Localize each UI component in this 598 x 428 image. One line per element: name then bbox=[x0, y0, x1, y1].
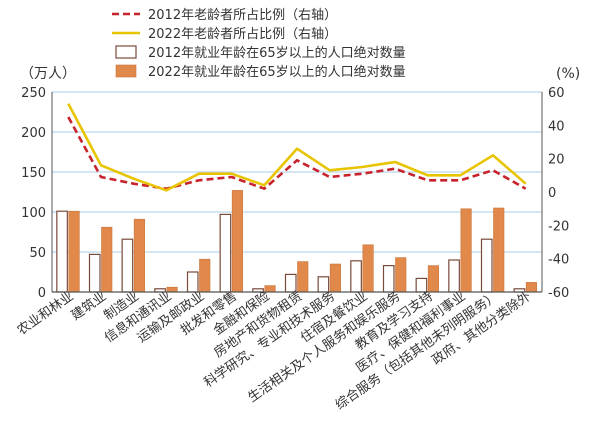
left-axis-unit: （万人） bbox=[20, 66, 76, 82]
legend-label: 2012年老龄者所占比例（右轴） bbox=[148, 8, 337, 23]
bar-2012 bbox=[284, 273, 297, 293]
legend-swatch bbox=[115, 64, 137, 78]
right-tick-label: -20 bbox=[548, 219, 569, 234]
lines bbox=[67, 103, 527, 192]
bar-2022 bbox=[166, 286, 178, 293]
bar-2012 bbox=[121, 238, 134, 293]
legend-swatch bbox=[115, 45, 137, 59]
bar-2022 bbox=[362, 244, 374, 293]
gridlines bbox=[52, 91, 542, 253]
bar-2022 bbox=[101, 226, 113, 293]
bar-2012 bbox=[448, 259, 460, 293]
bar-2022 bbox=[68, 210, 80, 293]
right-tick-label: 0 bbox=[548, 186, 556, 201]
legend-label: 2022年就业年龄在65岁以上的人口绝对数量 bbox=[148, 64, 406, 80]
right-tick-label: 60 bbox=[548, 86, 565, 101]
left-tick-label: 200 bbox=[21, 126, 46, 141]
line-2012-ratio bbox=[67, 116, 527, 190]
left-tick-label: 150 bbox=[21, 166, 46, 181]
right-tick-label: 40 bbox=[548, 119, 565, 134]
left-tick-label: 50 bbox=[29, 246, 46, 261]
left-tick-label: 0 bbox=[38, 286, 46, 301]
line-2022-ratio bbox=[67, 103, 527, 192]
left-tick-label: 100 bbox=[21, 206, 46, 221]
bar-2012 bbox=[382, 265, 395, 293]
bar-2012 bbox=[480, 238, 493, 293]
bar-2022 bbox=[199, 258, 211, 293]
axes: 0 50 100 150 200 250 -60 -40 -20 0 20 40 60 bbox=[21, 86, 569, 301]
right-tick-label: -60 bbox=[548, 286, 569, 301]
bar-2022 bbox=[395, 257, 407, 293]
bar-2022 bbox=[297, 261, 309, 293]
bar-2022 bbox=[133, 218, 145, 293]
bar-2012 bbox=[186, 271, 199, 293]
bar-2012 bbox=[56, 210, 68, 293]
left-tick-label: 250 bbox=[21, 86, 46, 101]
bar-2022 bbox=[460, 208, 472, 293]
right-tick-label: -40 bbox=[548, 253, 569, 268]
legend: 2012年老龄者所占比例（右轴） 2022年老龄者所占比例（右轴） 2012年就业年… bbox=[112, 8, 406, 80]
bar-2022 bbox=[525, 282, 537, 293]
right-axis-unit: (%) bbox=[556, 66, 580, 82]
category-labels: 农业和林业建筑业制造业信息和通讯业运输及邮政业批发和零售金融和保险房地产和货物租… bbox=[15, 288, 534, 413]
bar-2012 bbox=[219, 213, 232, 293]
bar-2022 bbox=[427, 265, 439, 293]
category-label: 建筑业 bbox=[68, 288, 109, 323]
bar-2022 bbox=[493, 207, 505, 293]
bar-2012 bbox=[350, 260, 362, 293]
bar-2022 bbox=[329, 263, 341, 293]
bar-2022 bbox=[231, 190, 243, 293]
bars bbox=[56, 190, 537, 293]
bar-2012 bbox=[88, 253, 101, 293]
legend-label: 2022年老龄者所占比例（右轴） bbox=[148, 27, 337, 42]
right-tick-label: 20 bbox=[548, 153, 565, 168]
legend-label: 2012年就业年龄在65岁以上的人口绝对数量 bbox=[148, 45, 406, 61]
bar-2022 bbox=[264, 285, 276, 293]
